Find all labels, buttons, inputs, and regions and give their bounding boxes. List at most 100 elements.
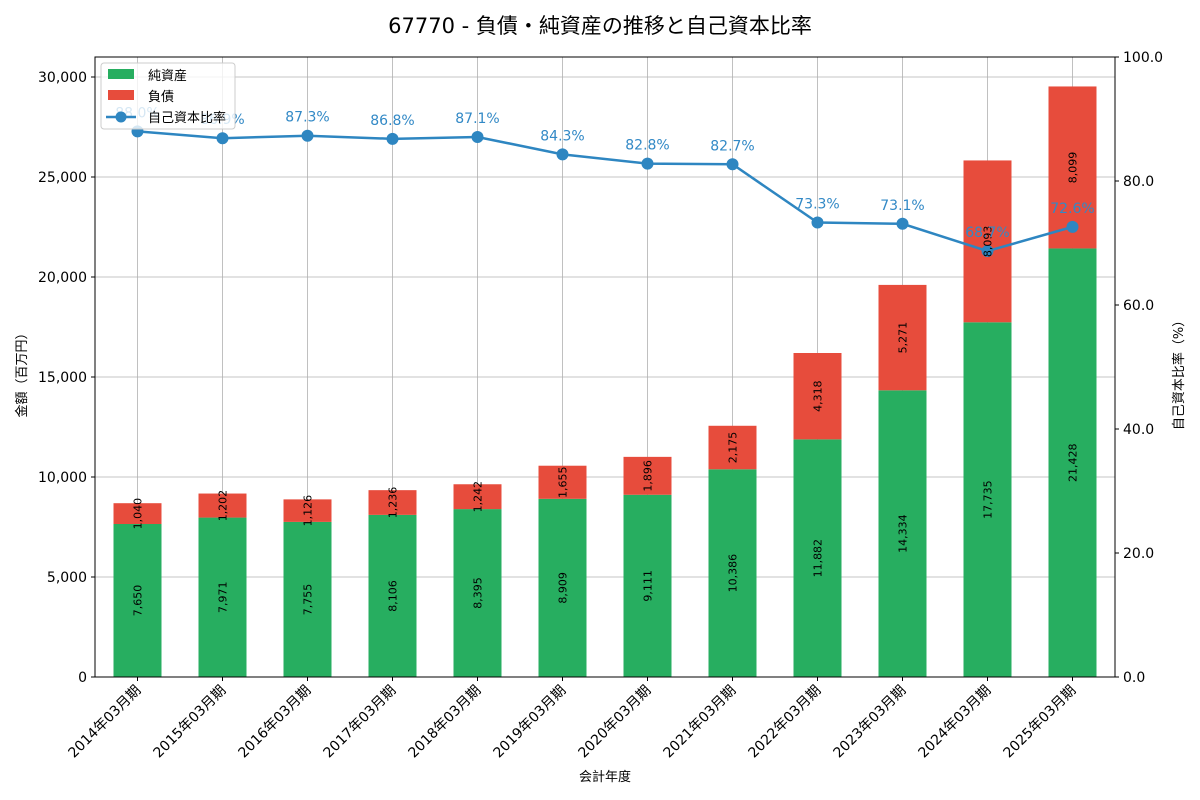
bar-liabilities — [708, 425, 757, 470]
x-axis-label: 会計年度 — [579, 769, 631, 785]
bar-net-assets — [198, 517, 247, 677]
y-tick-label: 15,000 — [38, 370, 87, 386]
bar-net-assets — [623, 494, 672, 677]
bar-net-assets — [963, 322, 1012, 677]
x-tick-label: 2024年03月期 — [916, 683, 995, 762]
bar-label-liabilities: 1,040 — [132, 498, 145, 530]
bar-label-net-assets: 7,650 — [132, 585, 145, 617]
bar-label-net-assets: 10,386 — [727, 554, 740, 593]
ratio-label: 82.7% — [710, 138, 754, 154]
bar-label-liabilities: 1,655 — [557, 467, 570, 499]
y-tick-label: 25,000 — [38, 170, 87, 186]
y2-tick-label: 80.0 — [1123, 174, 1154, 190]
ratio-label: 87.1% — [455, 111, 499, 127]
y2-tick-label: 0.0 — [1123, 670, 1145, 686]
legend-swatch-liabilities — [108, 90, 134, 100]
ratio-point — [981, 245, 994, 258]
x-tick-label: 2014年03月期 — [66, 683, 145, 762]
y2-tick-label: 40.0 — [1123, 422, 1154, 438]
ratio-label: 73.3% — [795, 197, 839, 213]
bar-label-liabilities: 8,093 — [982, 226, 995, 258]
y2-axis-label: 自己資本比率（%） — [1171, 314, 1187, 430]
ratio-point — [471, 130, 484, 143]
ratio-point — [811, 216, 824, 229]
bar-label-liabilities: 5,271 — [897, 322, 910, 354]
legend-label-liabilities: 負債 — [148, 90, 174, 105]
chart-title: 67770 - 負債・純資産の推移と自己資本比率 — [388, 14, 812, 38]
bar-net-assets — [283, 521, 332, 677]
bar-label-liabilities: 1,896 — [642, 460, 655, 492]
ratio-point — [1066, 220, 1079, 233]
ratio-label: 73.1% — [880, 198, 924, 214]
bar-net-assets — [793, 439, 842, 677]
bar-liabilities — [198, 493, 247, 518]
bar-net-assets — [878, 390, 927, 677]
ratio-point — [216, 132, 229, 145]
bar-liabilities — [283, 499, 332, 522]
bar-label-net-assets: 11,882 — [812, 539, 825, 578]
bar-label-liabilities: 8,099 — [1067, 152, 1080, 184]
bar-label-net-assets: 8,909 — [557, 572, 570, 604]
bar-label-liabilities: 2,175 — [727, 432, 740, 464]
ratio-label: 87.3% — [285, 110, 329, 126]
bar-label-net-assets: 7,755 — [302, 584, 315, 616]
x-tick-label: 2025年03月期 — [1001, 683, 1080, 762]
bar-label-net-assets: 8,106 — [387, 580, 400, 612]
bar-liabilities — [793, 353, 842, 440]
legend-label-net-assets: 純資産 — [148, 68, 187, 84]
ratio-point — [556, 148, 569, 161]
x-tick-label: 2023年03月期 — [831, 683, 910, 762]
x-tick-label: 2015年03月期 — [151, 683, 230, 762]
ratio-label: 86.8% — [370, 113, 414, 129]
bar-label-liabilities: 4,318 — [812, 380, 825, 412]
x-tick-label: 2019年03月期 — [491, 683, 570, 762]
bar-net-assets — [538, 498, 587, 677]
x-tick-label: 2022年03月期 — [746, 683, 825, 762]
y-tick-label: 30,000 — [38, 70, 87, 86]
y2-tick-label: 60.0 — [1123, 298, 1154, 314]
bar-label-net-assets: 9,111 — [642, 570, 655, 602]
bar-label-net-assets: 17,735 — [982, 480, 995, 519]
bar-label-liabilities: 1,202 — [217, 490, 230, 522]
bar-label-net-assets: 21,428 — [1067, 443, 1080, 482]
legend-marker-equity-ratio — [115, 111, 127, 123]
bar-liabilities — [368, 490, 417, 515]
x-tick-label: 2017年03月期 — [321, 683, 400, 762]
bar-net-assets — [708, 469, 757, 677]
ratio-line — [131, 125, 1079, 258]
ratio-point — [386, 132, 399, 145]
x-tick-label: 2021年03月期 — [661, 683, 740, 762]
ratio-point — [301, 129, 314, 142]
ratio-polyline — [137, 130, 1073, 253]
bar-label-net-assets: 14,334 — [897, 514, 910, 553]
bar-liabilities — [623, 456, 672, 495]
x-tick-label: 2016年03月期 — [236, 683, 315, 762]
x-tick-label: 2020年03月期 — [576, 683, 655, 762]
ratio-label: 84.3% — [540, 128, 584, 144]
bar-label-liabilities: 1,242 — [472, 481, 485, 513]
bar-liabilities — [878, 284, 927, 391]
data-labels: 7,650 1,040 7,971 1,202 7,755 1,126 8,106 1,236… — [115, 105, 1094, 616]
bars — [113, 86, 1097, 677]
bar-net-assets — [368, 514, 417, 677]
x-tick-label: 2018年03月期 — [406, 683, 485, 762]
legend-swatch-net-assets — [108, 69, 134, 79]
ratio-point — [726, 158, 739, 171]
plot-frame — [94, 56, 1116, 678]
y-axis-label: 金額（百万円） — [14, 326, 30, 417]
bar-net-assets — [1048, 248, 1097, 677]
y-tick-label: 5,000 — [47, 570, 87, 586]
y2-tick-label: 20.0 — [1123, 546, 1154, 562]
grid — [95, 57, 1115, 678]
bar-liabilities — [963, 160, 1012, 323]
bar-label-net-assets: 7,971 — [217, 582, 230, 614]
y2-tick-label: 100.0 — [1123, 50, 1163, 66]
ratio-label: 72.6% — [1050, 201, 1094, 217]
ratio-point — [896, 217, 909, 230]
bar-liabilities — [453, 484, 502, 510]
y-tick-label: 0 — [78, 670, 87, 686]
y-tick-label: 20,000 — [38, 270, 87, 286]
bar-liabilities — [538, 465, 587, 499]
legend: 純資産 負債 自己資本比率 — [100, 62, 236, 130]
